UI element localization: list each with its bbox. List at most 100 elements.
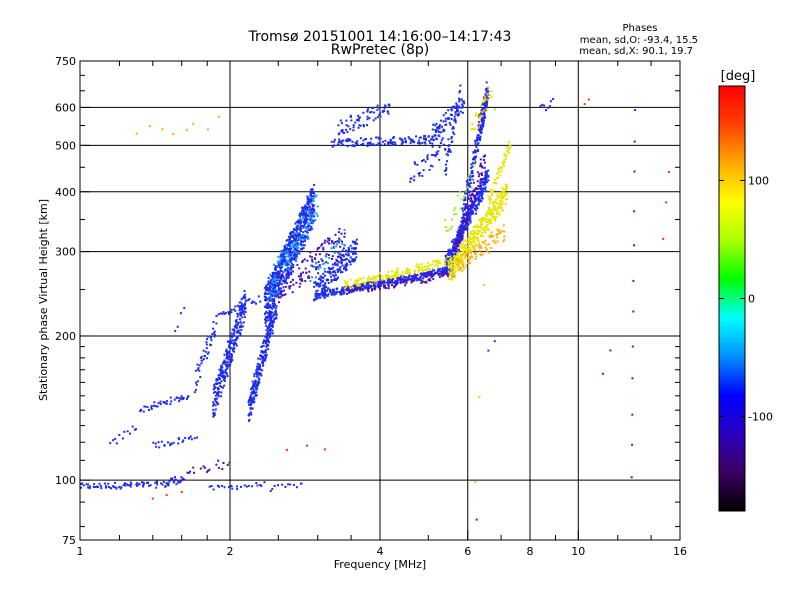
data-point — [235, 342, 237, 345]
data-point — [477, 138, 480, 141]
data-point — [483, 117, 486, 119]
data-point — [222, 462, 225, 464]
data-point — [169, 442, 172, 445]
data-point — [486, 250, 488, 253]
data-point — [299, 278, 301, 281]
data-point — [334, 271, 337, 274]
data-point — [335, 245, 338, 248]
data-point — [445, 169, 448, 171]
data-point — [503, 152, 506, 155]
data-point — [366, 286, 369, 289]
data-point — [469, 216, 472, 219]
data-point — [237, 322, 240, 324]
data-point — [170, 442, 173, 445]
data-point — [292, 266, 295, 269]
data-point — [288, 272, 291, 275]
data-point — [295, 249, 298, 252]
data-point — [478, 243, 481, 246]
data-point — [262, 341, 265, 344]
data-point — [281, 274, 284, 277]
data-point — [379, 112, 382, 115]
data-point — [301, 244, 304, 247]
data-point — [466, 227, 468, 230]
data-point — [229, 356, 232, 359]
data-point — [273, 285, 276, 288]
data-point — [314, 292, 317, 295]
data-point — [491, 192, 494, 195]
data-point — [461, 238, 464, 241]
data-point — [349, 244, 352, 247]
data-point — [258, 378, 261, 381]
data-point — [277, 265, 279, 268]
data-point — [475, 156, 477, 159]
data-point — [229, 338, 232, 341]
data-point — [461, 100, 464, 103]
data-point — [450, 225, 453, 228]
data-point — [222, 311, 225, 314]
data-point — [286, 252, 289, 255]
data-point — [434, 131, 437, 133]
data-point — [337, 141, 340, 143]
data-point — [220, 485, 223, 487]
data-point — [141, 481, 143, 484]
data-point — [448, 248, 451, 251]
data-point — [136, 482, 138, 485]
data-point — [261, 360, 264, 363]
data-point — [474, 236, 477, 239]
data-point — [323, 286, 326, 288]
data-point — [314, 298, 317, 301]
data-point — [216, 379, 219, 381]
data-point — [417, 142, 419, 145]
data-point — [295, 281, 298, 284]
data-point — [305, 221, 308, 224]
data-point — [272, 284, 275, 287]
data-point — [299, 224, 302, 227]
data-point — [449, 227, 452, 230]
data-point — [251, 380, 254, 383]
data-point — [225, 350, 228, 353]
data-point — [481, 122, 484, 125]
data-point — [250, 302, 253, 304]
data-point — [348, 138, 351, 141]
data-point — [329, 291, 332, 294]
data-point — [168, 480, 171, 483]
data-point — [476, 114, 479, 117]
data-point — [485, 229, 488, 231]
data-point — [266, 292, 269, 295]
data-point — [459, 238, 462, 241]
data-point — [475, 232, 478, 235]
data-point — [479, 244, 482, 247]
data-point — [428, 268, 431, 271]
data-point — [307, 211, 310, 214]
data-point — [127, 484, 129, 487]
data-point — [303, 215, 305, 218]
data-point — [488, 235, 491, 238]
data-point — [371, 288, 374, 291]
data-point — [268, 316, 271, 319]
data-point — [472, 194, 474, 197]
data-point — [472, 226, 475, 229]
data-point — [302, 247, 305, 250]
data-point — [506, 146, 508, 149]
data-point — [310, 226, 313, 229]
data-point — [215, 382, 218, 385]
data-point — [279, 267, 282, 270]
data-point — [361, 142, 364, 145]
data-point — [178, 397, 181, 400]
data-point — [299, 215, 302, 218]
data-point — [488, 195, 491, 198]
data-point — [313, 281, 316, 284]
data-point — [487, 195, 490, 198]
data-point — [437, 259, 440, 262]
data-point — [378, 136, 381, 139]
data-point — [387, 278, 390, 281]
data-point — [269, 312, 271, 314]
data-point — [80, 483, 83, 485]
data-point — [287, 254, 290, 257]
data-point — [290, 258, 293, 261]
data-point — [210, 336, 213, 339]
data-point — [431, 153, 433, 156]
data-point — [260, 356, 263, 359]
data-point — [479, 114, 482, 117]
data-point — [227, 361, 229, 364]
